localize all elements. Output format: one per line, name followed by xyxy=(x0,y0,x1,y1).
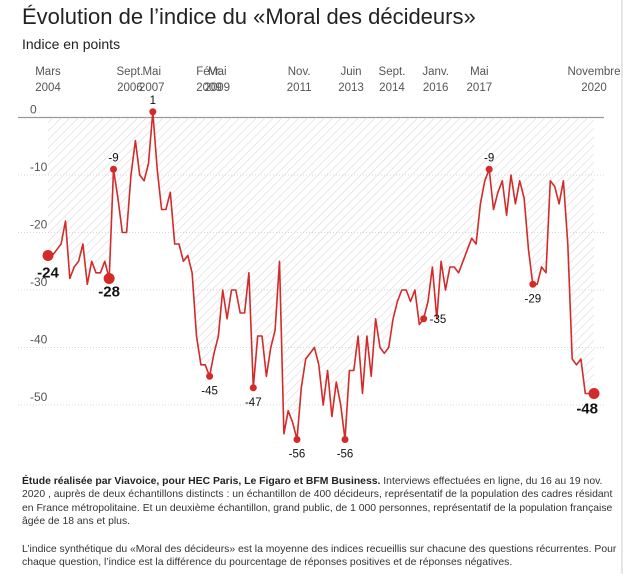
data-point-marker xyxy=(149,108,157,116)
x-tick-label: Sept. xyxy=(379,66,406,78)
data-label: -29 xyxy=(525,293,542,305)
chart-subtitle: Indice en points xyxy=(22,36,121,52)
data-label: -35 xyxy=(430,314,447,326)
data-point-marker xyxy=(485,165,493,173)
y-axis-tick-labels: 0 -10 -20 -30 -40 -50 xyxy=(30,103,48,405)
data-label: -24 xyxy=(37,265,59,282)
data-point-marker xyxy=(42,250,54,261)
data-label: -9 xyxy=(108,152,118,164)
data-label: -56 xyxy=(337,449,354,461)
data-labels: -24 -28 -9 1 -45 -47 -56 -56 -35 -9 -29 -48 xyxy=(37,95,598,461)
data-label: -47 xyxy=(245,397,262,409)
x-tick-label: 2009 xyxy=(196,82,222,94)
y-tick-label: -10 xyxy=(30,160,48,174)
x-tick-label: 2011 xyxy=(287,82,312,94)
method-note: L’indice synthétique du «Moral des décid… xyxy=(22,543,617,569)
footnotes: Étude réalisée par Viavoice, pour HEC Pa… xyxy=(22,475,618,583)
data-markers xyxy=(42,108,600,443)
x-axis-tick-labels: Mars 2004 Sept. 2006 Mai 2007 Févr. 2009 Mai 2009… xyxy=(35,66,620,94)
x-tick-label: Nov. xyxy=(288,66,311,78)
y-tick-label: 0 xyxy=(30,103,37,117)
x-tick-label: 2020 xyxy=(581,82,607,94)
data-point-marker xyxy=(249,384,257,392)
data-point-marker xyxy=(341,436,349,443)
data-point-marker xyxy=(529,280,537,288)
data-label: -45 xyxy=(201,385,218,397)
chart-title: Évolution de l’indice du «Moral des déci… xyxy=(22,4,476,29)
x-tick-label: Févr. xyxy=(196,66,222,78)
x-tick-label: Janv. xyxy=(422,66,449,78)
x-tick-label: 2004 xyxy=(35,82,61,94)
page-border xyxy=(621,0,623,574)
data-label: -56 xyxy=(289,449,306,461)
data-label: 1 xyxy=(150,95,156,107)
data-point-marker xyxy=(588,388,600,399)
series-line xyxy=(48,111,594,441)
x-tick-label: 2013 xyxy=(338,82,364,94)
data-point-marker xyxy=(420,315,428,323)
hatched-area xyxy=(48,117,594,440)
x-tick-label: Sept. xyxy=(116,66,143,78)
x-tick-label: 2016 xyxy=(423,82,449,94)
x-tick-label: 2006 xyxy=(117,82,143,94)
x-tick-label: 2009 xyxy=(204,82,230,94)
y-tick-label: -20 xyxy=(30,218,48,232)
line-chart: Mars 2004 Sept. 2006 Mai 2007 Févr. 2009 Mai 2009… xyxy=(18,66,621,461)
x-tick-label: Mai xyxy=(470,66,489,78)
x-tick-label: Novembre xyxy=(567,66,620,78)
x-tick-label: Mai xyxy=(142,66,161,78)
x-tick-label: Mars xyxy=(35,66,61,78)
y-tick-label: -50 xyxy=(30,390,48,404)
data-point-marker xyxy=(110,165,118,173)
source-note-text: Interviews effectuées en ligne, du 16 au… xyxy=(22,476,613,528)
data-point-marker xyxy=(103,273,115,284)
source-note-bold: Étude réalisée par Viavoice, pour HEC Pa… xyxy=(22,476,381,487)
x-tick-label: 2014 xyxy=(379,82,405,94)
x-tick-label: Mai xyxy=(208,66,227,78)
x-tick-label: 2017 xyxy=(467,82,493,94)
x-tick-label: 2007 xyxy=(139,82,165,94)
x-tick-label: Juin xyxy=(340,66,361,78)
data-label: -9 xyxy=(484,152,494,164)
source-note: Étude réalisée par Viavoice, pour HEC Pa… xyxy=(22,475,618,529)
data-point-marker xyxy=(206,372,214,380)
y-tick-label: -40 xyxy=(30,333,48,347)
data-point-marker xyxy=(293,436,301,443)
data-label: -48 xyxy=(576,401,598,418)
data-label: -28 xyxy=(98,284,120,301)
y-tick-label: -30 xyxy=(30,275,48,289)
